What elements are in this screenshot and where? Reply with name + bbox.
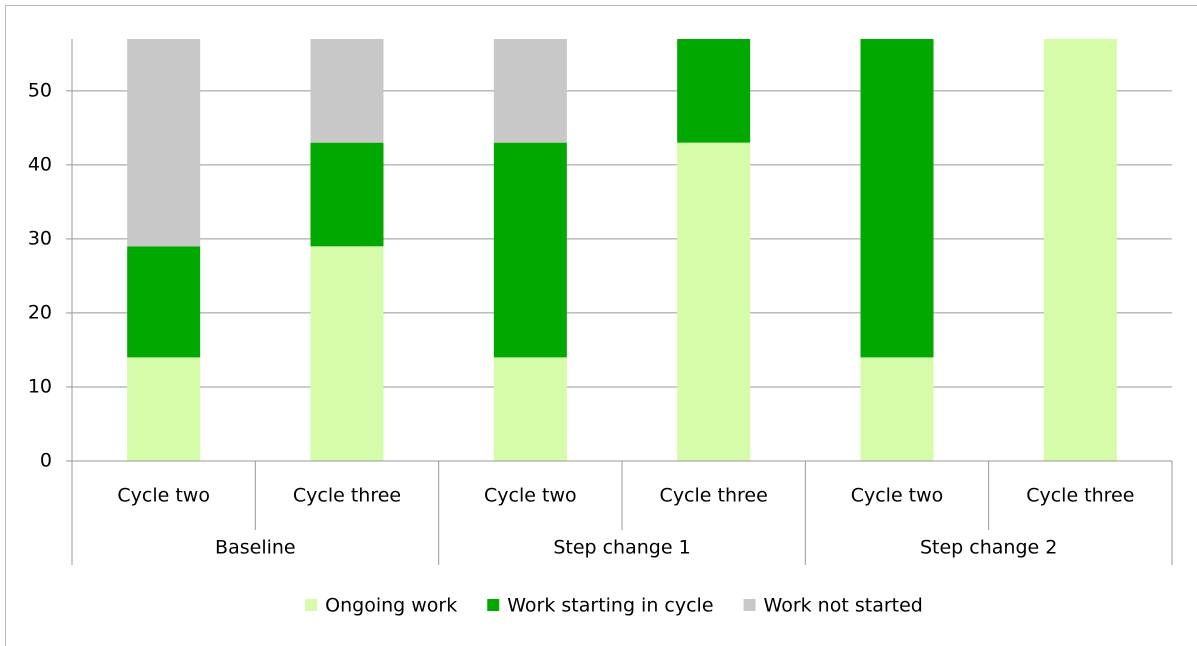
bar-segment [493, 142, 567, 358]
bar-segment [127, 246, 201, 358]
y-tick-label: 0 [40, 450, 52, 472]
legend-swatch [743, 599, 756, 611]
y-tick-label: 30 [28, 227, 52, 249]
bar-segment [860, 357, 934, 461]
y-tick-label: 50 [28, 79, 52, 101]
x-tick-label: Cycle three [293, 485, 401, 507]
legend-swatch [487, 599, 500, 611]
chart-frame [5, 5, 1197, 646]
bar-segment [860, 39, 934, 358]
x-tick-label: Cycle two [117, 485, 210, 507]
x-tick-label: Cycle two [851, 485, 944, 507]
legend-label: Work starting in cycle [507, 595, 713, 617]
y-tick-label: 10 [28, 375, 52, 397]
bar-segment [677, 142, 751, 462]
legend-swatch [305, 599, 318, 611]
bar-segment [310, 142, 384, 247]
bar-segment [493, 357, 567, 461]
y-tick-label: 20 [28, 301, 52, 323]
legend-label: Work not started [764, 595, 923, 617]
x-tick-label: Cycle two [484, 485, 577, 507]
bar-segment [1043, 39, 1117, 461]
group-label: Step change 2 [920, 537, 1057, 559]
x-tick-label: Cycle three [660, 485, 768, 507]
bar-segment [310, 246, 384, 461]
bar-segment [127, 39, 201, 247]
legend-label: Ongoing work [325, 595, 457, 617]
bar-segment [127, 357, 201, 461]
group-label: Step change 1 [553, 537, 690, 559]
bar-segment [493, 39, 567, 143]
bar-segment [310, 39, 384, 143]
group-label: Baseline [215, 537, 296, 559]
x-tick-label: Cycle three [1026, 485, 1134, 507]
bar-segment [677, 39, 751, 143]
y-tick-label: 40 [28, 153, 52, 175]
